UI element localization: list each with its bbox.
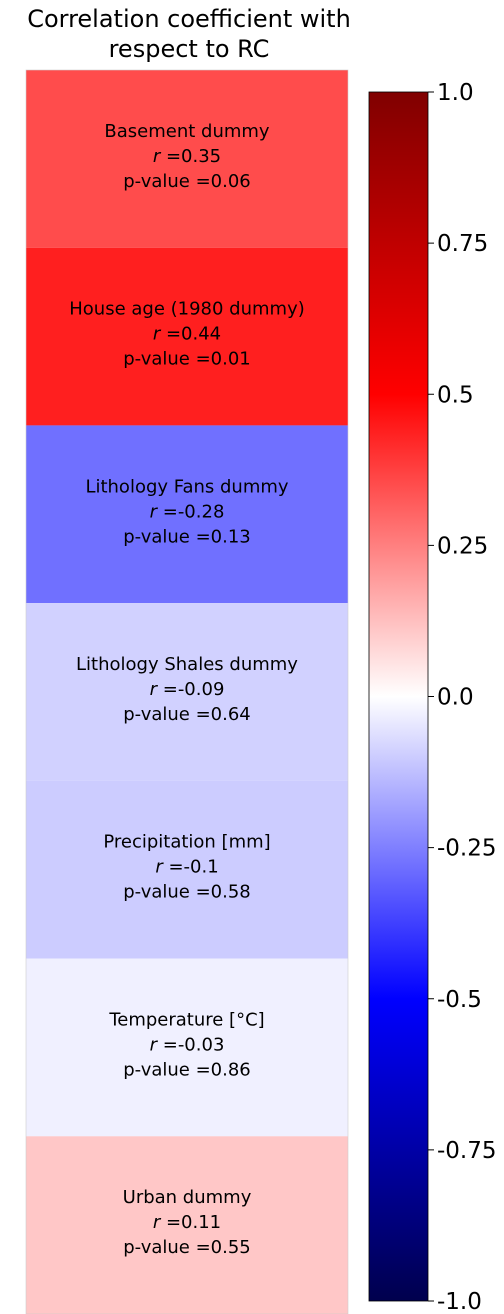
- cell-label: Urban dummy: [123, 1187, 252, 1208]
- colorbar-tick-label: 0.0: [437, 685, 474, 711]
- colorbar-tick-label: -0.25: [437, 836, 497, 862]
- cell-r-value: r =0.35: [153, 146, 221, 167]
- colorbar-tick-label: 0.25: [437, 533, 488, 559]
- heatmap-cell: [26, 1136, 348, 1314]
- heatmap-cell: [26, 780, 348, 959]
- colorbar-tick-label: -0.75: [437, 1138, 497, 1164]
- cell-p-value: p-value =0.06: [123, 171, 251, 192]
- heatmap-cell: [26, 958, 348, 1137]
- colorbar-tick-label: -1.0: [437, 1289, 482, 1314]
- colorbar-tick-label: 1.0: [437, 80, 474, 106]
- colorbar-ticks: 1.0 0.75 0.5 0.25 0.0 -0.25 -0.5 -0.75 -1.0: [428, 80, 497, 1314]
- chart-title-line-2: respect to RC: [108, 35, 270, 63]
- cell-p-value: p-value =0.55: [123, 1237, 251, 1258]
- heatmap-border: [25, 69, 349, 1314]
- cell-p-value: p-value =0.58: [123, 882, 251, 903]
- cell-label: House age (1980 dummy): [69, 299, 305, 320]
- cell-p-value: p-value =0.01: [123, 349, 251, 370]
- heatmap-cell: [26, 603, 348, 781]
- colorbar: [368, 91, 429, 1302]
- colorbar-tick-label: -0.5: [437, 987, 482, 1013]
- heatmap-cell: [26, 247, 348, 426]
- cell-p-value: p-value =0.13: [123, 526, 251, 547]
- cell-r-value: r =-0.1: [155, 857, 218, 878]
- heatmap-cells: Basement dummy r =0.35 p-value =0.06 House …: [25, 69, 349, 1314]
- colorbar-tick-label: 0.75: [437, 231, 488, 257]
- cell-label: Precipitation [mm]: [103, 832, 270, 853]
- cell-label: Lithology Fans dummy: [85, 476, 288, 497]
- heatmap-cell: [26, 425, 348, 604]
- cell-r-value: r =0.11: [153, 1212, 221, 1233]
- cell-r-value: r =-0.03: [150, 1034, 225, 1055]
- chart-title-line-1: Correlation coefficient with: [27, 5, 351, 33]
- cell-label: Basement dummy: [104, 121, 270, 142]
- chart-title: Correlation coefficient with respect to …: [0, 4, 378, 64]
- cell-r-value: r =-0.28: [150, 501, 225, 522]
- cell-p-value: p-value =0.64: [123, 704, 251, 725]
- cell-label: Temperature [°C]: [108, 1009, 264, 1030]
- heatmap-cell: [26, 70, 348, 248]
- cell-label: Lithology Shales dummy: [76, 654, 298, 675]
- cell-p-value: p-value =0.86: [123, 1059, 251, 1080]
- cell-r-value: r =0.44: [153, 324, 221, 345]
- colorbar-tick-label: 0.5: [437, 382, 474, 408]
- cell-r-value: r =-0.09: [150, 679, 225, 700]
